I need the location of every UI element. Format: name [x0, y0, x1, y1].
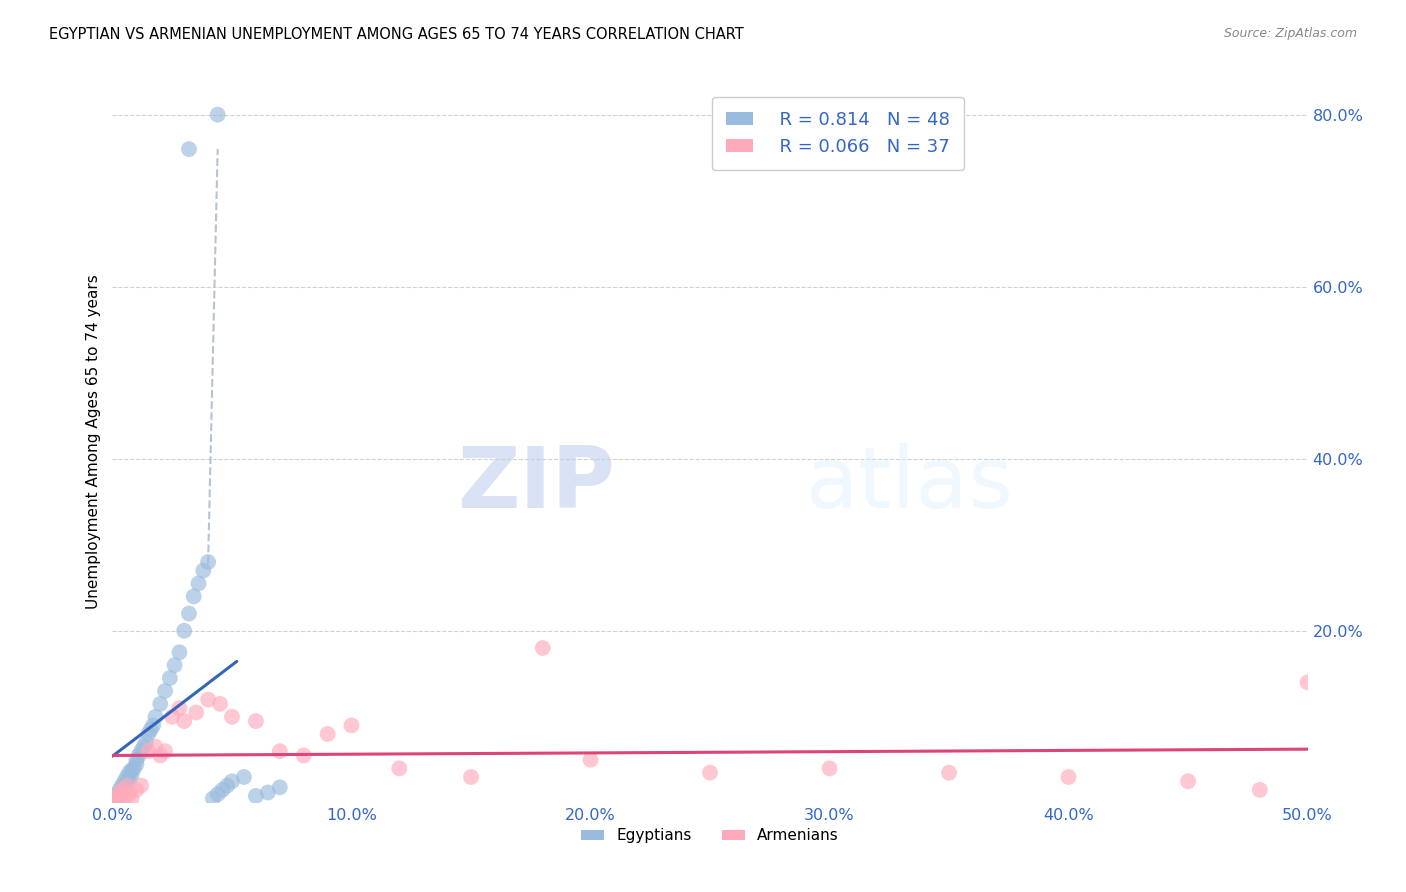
Text: EGYPTIAN VS ARMENIAN UNEMPLOYMENT AMONG AGES 65 TO 74 YEARS CORRELATION CHART: EGYPTIAN VS ARMENIAN UNEMPLOYMENT AMONG …: [49, 27, 744, 42]
Armenians: [340, 718, 363, 732]
Armenians: [699, 765, 721, 780]
Legend: Egyptians, Armenians: Egyptians, Armenians: [575, 822, 845, 849]
Egyptians: [128, 748, 150, 763]
Egyptians: [105, 787, 128, 801]
Egyptians: [111, 779, 134, 793]
Egyptians: [121, 768, 143, 782]
Armenians: [108, 787, 131, 801]
Egyptians: [221, 774, 243, 789]
Armenians: [1296, 675, 1319, 690]
Armenians: [173, 714, 195, 728]
Egyptians: [125, 753, 148, 767]
Egyptians: [114, 774, 135, 789]
Armenians: [118, 787, 141, 801]
Armenians: [105, 789, 128, 803]
Egyptians: [129, 744, 152, 758]
Egyptians: [104, 791, 127, 805]
Egyptians: [108, 783, 131, 797]
Text: Source: ZipAtlas.com: Source: ZipAtlas.com: [1223, 27, 1357, 40]
Armenians: [104, 791, 127, 805]
Armenians: [531, 640, 554, 655]
Armenians: [186, 706, 208, 720]
Egyptians: [132, 739, 155, 754]
Armenians: [292, 748, 315, 763]
Armenians: [460, 770, 482, 784]
Egyptians: [173, 624, 195, 638]
Armenians: [121, 791, 143, 805]
Egyptians: [183, 590, 205, 604]
Egyptians: [177, 607, 200, 621]
Egyptians: [108, 789, 131, 803]
Armenians: [125, 783, 148, 797]
Egyptians: [211, 783, 233, 797]
Egyptians: [193, 564, 215, 578]
Armenians: [129, 779, 152, 793]
Egyptians: [153, 684, 176, 698]
Armenians: [818, 761, 841, 775]
Armenians: [1249, 783, 1271, 797]
Egyptians: [115, 777, 138, 791]
Egyptians: [169, 645, 191, 659]
Egyptians: [269, 780, 291, 795]
Armenians: [1177, 774, 1199, 789]
Armenians: [169, 701, 191, 715]
Armenians: [938, 765, 960, 780]
Egyptians: [217, 779, 239, 793]
Egyptians: [177, 142, 200, 156]
Armenians: [209, 697, 232, 711]
Egyptians: [245, 789, 267, 803]
Armenians: [197, 692, 219, 706]
Egyptians: [207, 787, 229, 801]
Egyptians: [163, 658, 186, 673]
Egyptians: [257, 785, 280, 799]
Armenians: [153, 744, 176, 758]
Egyptians: [142, 718, 165, 732]
Armenians: [149, 748, 172, 763]
Armenians: [316, 727, 339, 741]
Egyptians: [111, 785, 134, 799]
Egyptians: [122, 761, 145, 775]
Egyptians: [139, 723, 162, 737]
Egyptians: [121, 763, 143, 777]
Armenians: [114, 791, 135, 805]
Egyptians: [233, 770, 256, 784]
Y-axis label: Unemployment Among Ages 65 to 74 years: Unemployment Among Ages 65 to 74 years: [86, 274, 101, 609]
Armenians: [1057, 770, 1080, 784]
Armenians: [115, 779, 138, 793]
Egyptians: [114, 780, 135, 795]
Armenians: [388, 761, 411, 775]
Egyptians: [125, 757, 148, 772]
Egyptians: [138, 727, 160, 741]
Text: atlas: atlas: [806, 443, 1014, 526]
Armenians: [269, 744, 291, 758]
Egyptians: [187, 576, 209, 591]
Egyptians: [201, 791, 224, 805]
Egyptians: [115, 770, 138, 784]
Armenians: [579, 753, 602, 767]
Egyptians: [207, 108, 229, 122]
Text: ZIP: ZIP: [457, 443, 614, 526]
Armenians: [111, 783, 134, 797]
Armenians: [221, 710, 243, 724]
Egyptians: [118, 772, 141, 786]
Egyptians: [145, 710, 167, 724]
Egyptians: [118, 765, 141, 780]
Egyptians: [135, 735, 157, 749]
Armenians: [138, 744, 160, 758]
Armenians: [245, 714, 267, 728]
Egyptians: [105, 791, 128, 805]
Egyptians: [149, 697, 172, 711]
Egyptians: [197, 555, 219, 569]
Egyptians: [159, 671, 181, 685]
Armenians: [145, 739, 167, 754]
Armenians: [162, 710, 183, 724]
